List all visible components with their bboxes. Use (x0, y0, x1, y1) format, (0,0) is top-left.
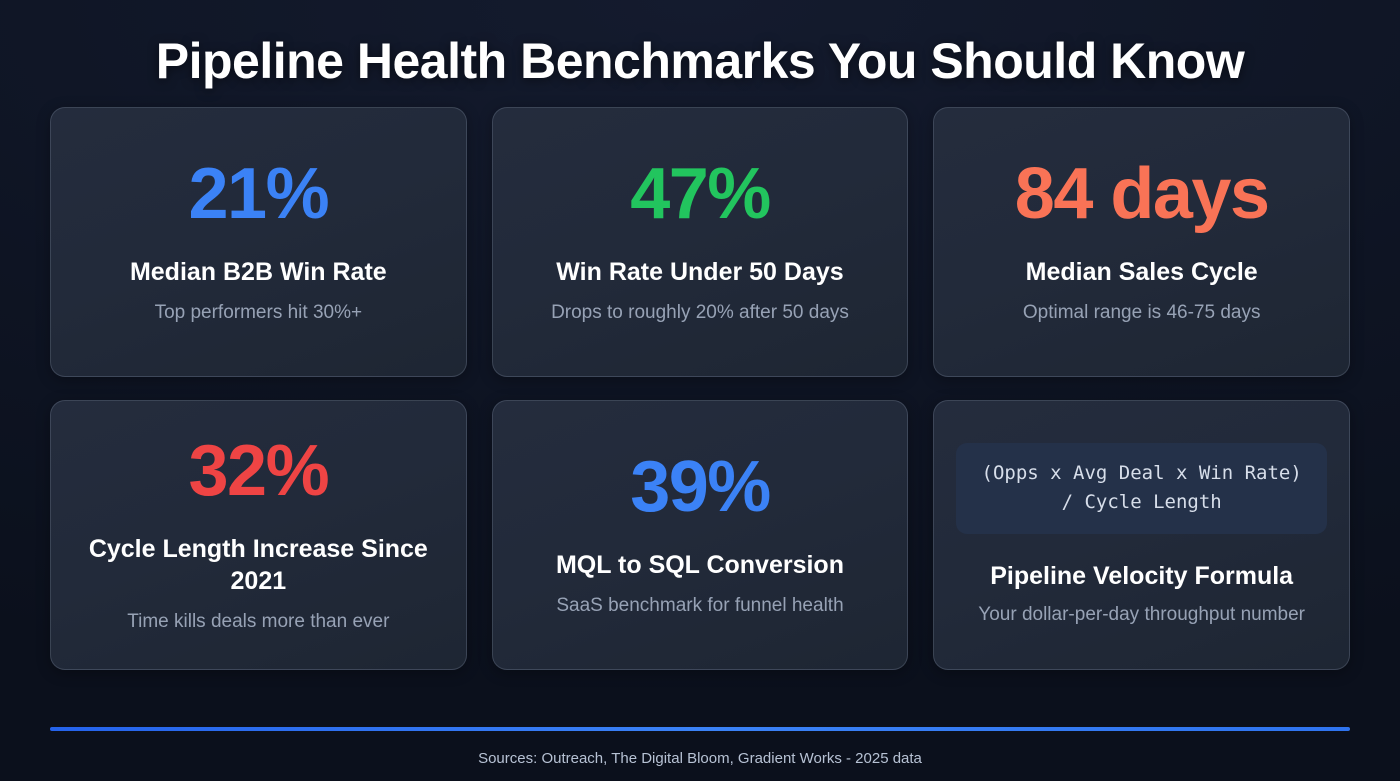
stat-subtext: SaaS benchmark for funnel health (556, 595, 844, 617)
stat-label: Pipeline Velocity Formula (990, 561, 1294, 590)
benchmark-card-pipeline-velocity-formula: (Opps x Avg Deal x Win Rate) / Cycle Len… (933, 400, 1350, 670)
stat-value: 39% (630, 447, 771, 528)
stat-label: Win Rate Under 50 Days (556, 258, 844, 287)
sources-text: Sources: Outreach, The Digital Bloom, Gr… (478, 750, 922, 767)
stat-value: 32% (188, 431, 330, 512)
stat-subtext: Your dollar-per-day throughput number (978, 603, 1306, 625)
stat-value: 84 days (1014, 154, 1270, 235)
formula-expression: (Opps x Avg Deal x Win Rate) / Cycle Len… (956, 442, 1327, 534)
stat-subtext: Top performers hit 30%+ (154, 302, 363, 324)
stat-value: 47% (630, 154, 771, 235)
stat-subtext: Optimal range is 46-75 days (1022, 302, 1261, 324)
benchmark-card-win-rate-under-50-days: 47% Win Rate Under 50 Days Drops to roug… (491, 107, 909, 377)
benchmark-card-grid: 21% Median B2B Win Rate Top performers h… (50, 107, 1350, 670)
footer-divider (50, 727, 1350, 731)
title-section: Pipeline Health Benchmarks You Should Kn… (0, 0, 1400, 107)
benchmark-card-median-sales-cycle: 84 days Median Sales Cycle Optimal range… (933, 107, 1350, 377)
footer: Sources: Outreach, The Digital Bloom, Gr… (0, 727, 1400, 781)
stat-label: Cycle Length Increase Since 2021 (88, 535, 428, 596)
stat-label: Median Sales Cycle (1025, 258, 1258, 287)
benchmark-card-mql-to-sql-conversion: 39% MQL to SQL Conversion SaaS benchmark… (491, 400, 909, 670)
stat-label: MQL to SQL Conversion (555, 551, 844, 580)
stat-label: Median B2B Win Rate (129, 258, 387, 287)
stat-subtext: Drops to roughly 20% after 50 days (551, 302, 849, 324)
stat-value: 21% (188, 154, 330, 235)
stat-subtext: Time kills deals more than ever (127, 611, 390, 633)
benchmark-card-cycle-length-increase: 32% Cycle Length Increase Since 2021 Tim… (50, 400, 467, 670)
benchmark-card-median-b2b-win-rate: 21% Median B2B Win Rate Top performers h… (50, 107, 467, 377)
page-title: Pipeline Health Benchmarks You Should Kn… (155, 33, 1245, 89)
